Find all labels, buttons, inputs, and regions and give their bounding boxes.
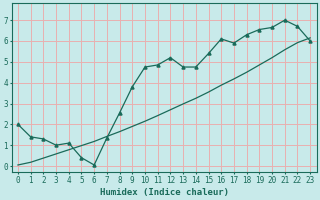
X-axis label: Humidex (Indice chaleur): Humidex (Indice chaleur) [100,188,228,197]
